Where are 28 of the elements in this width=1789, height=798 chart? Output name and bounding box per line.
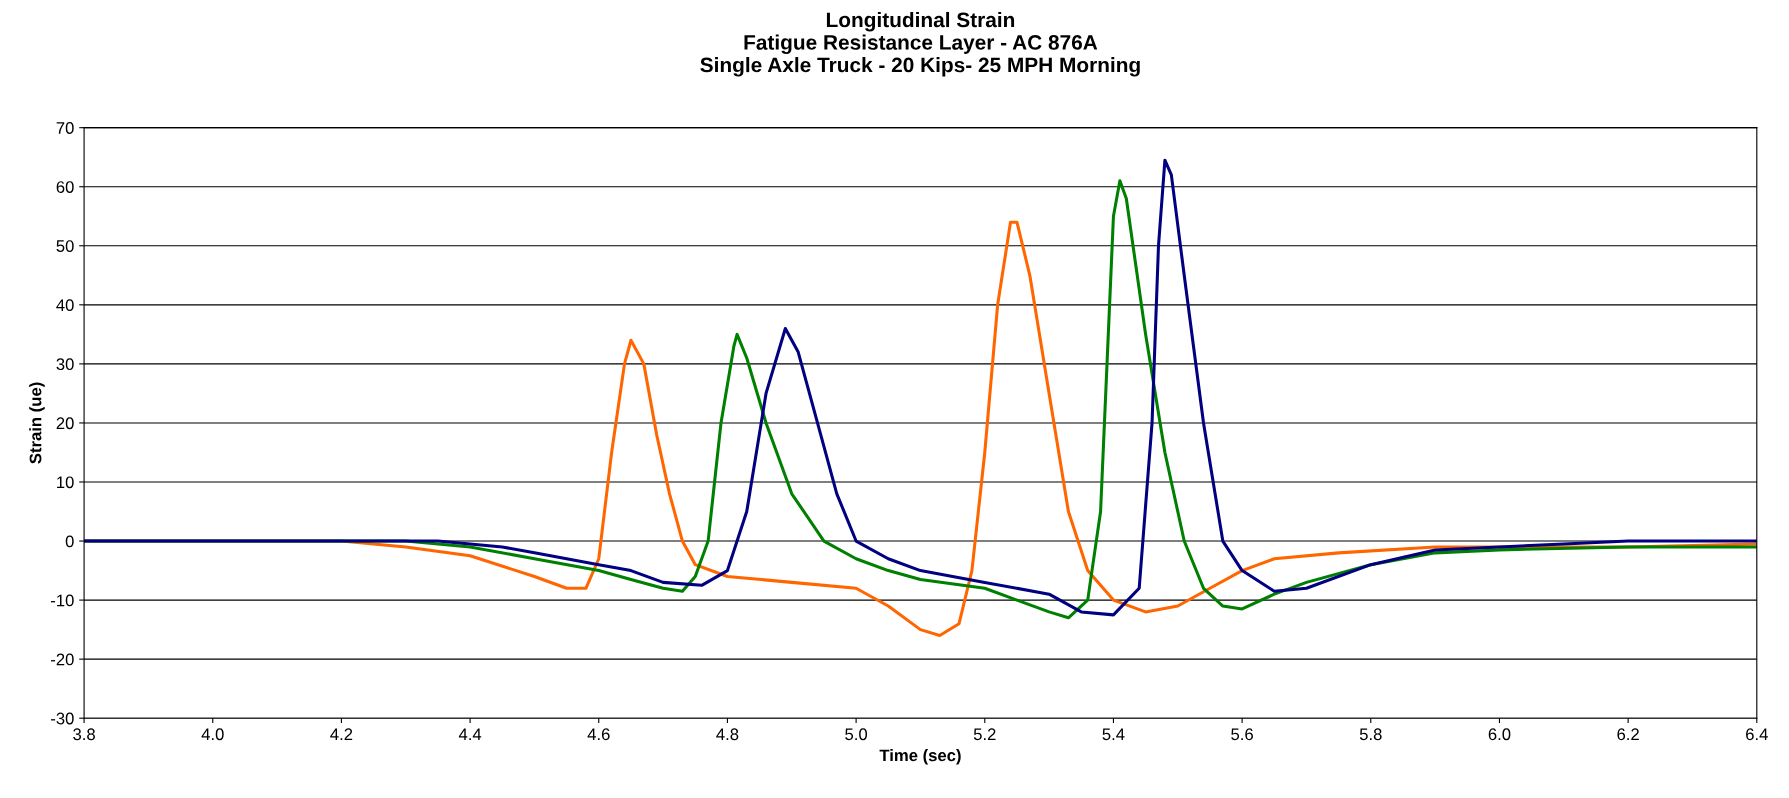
x-tick-label: 5.6 xyxy=(1231,728,1253,741)
x-tick-label: 4.8 xyxy=(716,728,739,741)
x-tick-label: 5.2 xyxy=(973,728,996,741)
x-tick-label: 4.2 xyxy=(330,728,353,740)
x-tick-label: 5.4 xyxy=(1102,728,1125,741)
y-tick-label: 0 xyxy=(65,535,74,548)
x-tick-label: 6.4 xyxy=(1746,728,1768,741)
y-tick-label: 10 xyxy=(57,476,74,489)
chart-title: Longitudinal Strain Fatigue Resistance Layer - AC 876A Single Axle Truck - 20 Kips- 25 MPH Morning xyxy=(700,11,1140,77)
y-tick-label: -10 xyxy=(51,594,74,607)
y-tick-label: 30 xyxy=(56,358,74,371)
x-tick-label: 5.0 xyxy=(845,728,868,741)
y-tick-label: 40 xyxy=(56,299,74,312)
x-tick-label: 5.8 xyxy=(1359,728,1382,741)
x-axis-title: Time (sec) xyxy=(879,749,961,765)
y-tick-label: 70 xyxy=(56,122,74,134)
x-tick-label: 4.4 xyxy=(458,728,482,740)
y-tick-label: -20 xyxy=(51,653,74,666)
x-tick-label: 3.8 xyxy=(73,728,95,741)
x-tick-label: 6.0 xyxy=(1488,728,1511,741)
x-tick-label: 4.0 xyxy=(201,728,224,741)
x-tick-label: 4.6 xyxy=(587,728,610,741)
y-tick-label: -30 xyxy=(51,712,74,725)
y-tick-label: 50 xyxy=(56,240,74,252)
y-tick-label: 20 xyxy=(56,417,74,430)
y-axis-title: Strain (ue) xyxy=(29,382,45,464)
y-tick-label: 60 xyxy=(56,181,74,193)
x-tick-label: 6.2 xyxy=(1617,728,1639,741)
